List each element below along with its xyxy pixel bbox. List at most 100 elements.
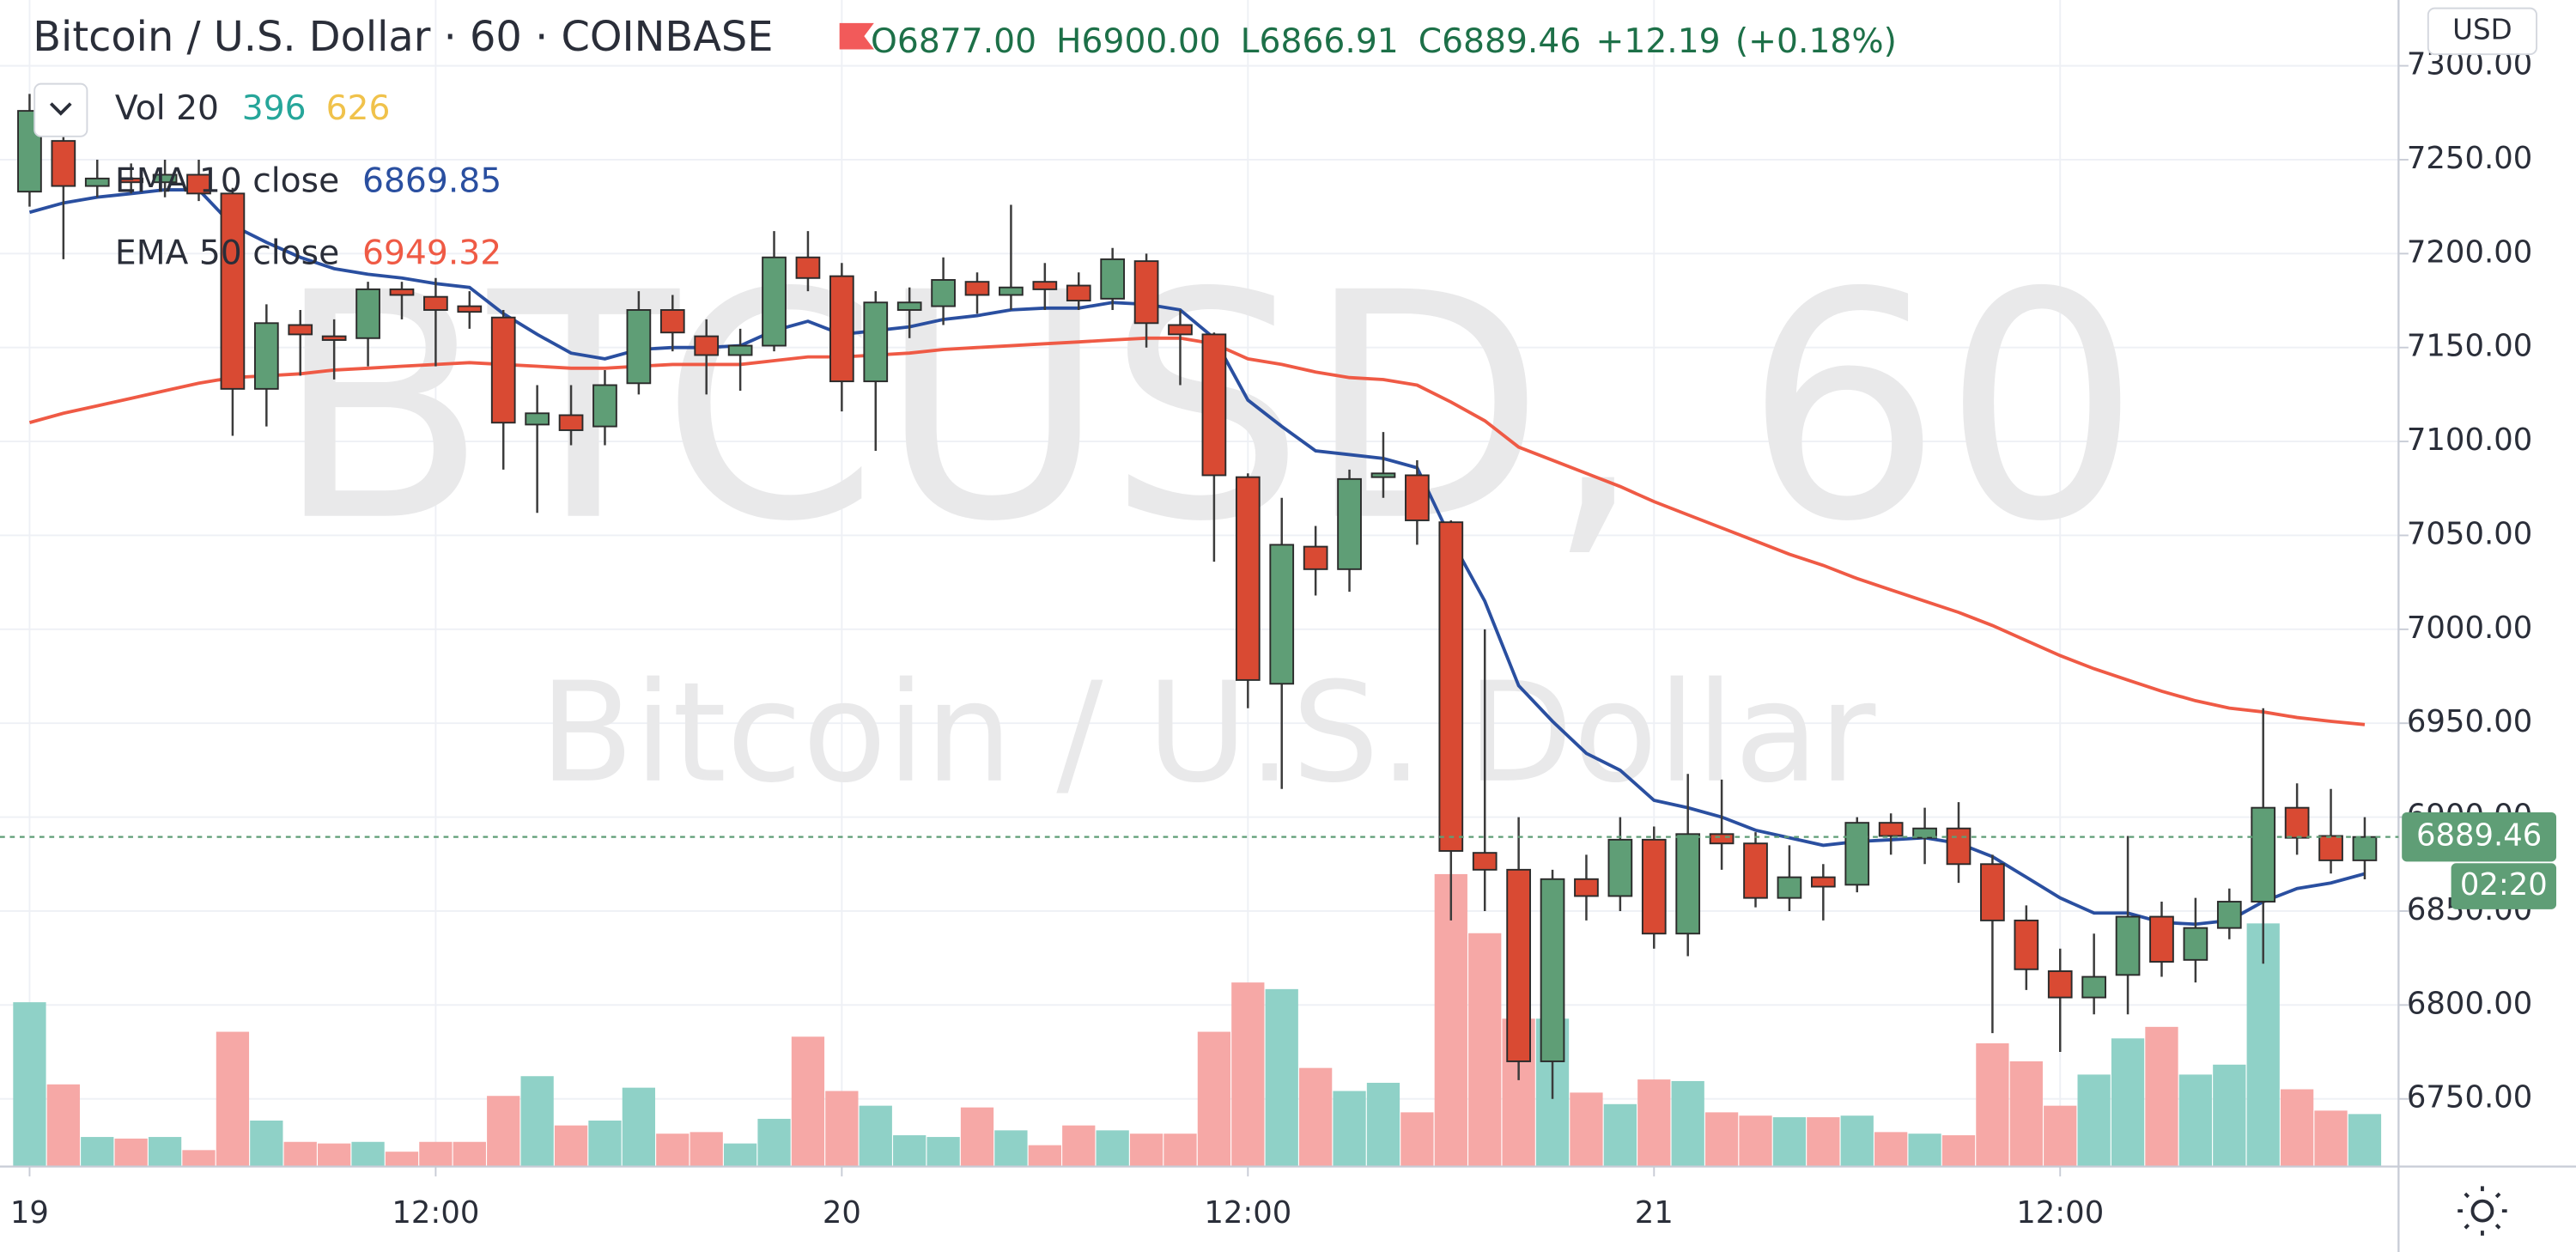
candles	[17, 94, 2378, 1099]
candle-body	[525, 412, 550, 426]
x-tick-label: 12:00	[2016, 1195, 2104, 1231]
candle-body	[1370, 472, 1396, 478]
quote-value: (+0.18%)	[1735, 21, 1897, 60]
candle-body	[2216, 901, 2242, 929]
volume-bar	[1976, 1042, 2009, 1167]
currency-button[interactable]	[2427, 7, 2538, 56]
price-tag-label: 6889.46	[2416, 818, 2542, 854]
x-tick-label: 21	[1635, 1195, 1674, 1231]
y-tick-label: 7100.00	[2407, 422, 2532, 458]
volume-bar	[1265, 988, 1298, 1167]
candle-body	[1878, 822, 1904, 837]
chevron-icon	[49, 102, 72, 116]
volume-bar	[1062, 1125, 1096, 1167]
legend-ema-name: EMA 50 close	[115, 234, 339, 272]
volume-bar	[114, 1138, 148, 1167]
candle-body	[558, 414, 584, 431]
volume-bar	[859, 1105, 892, 1167]
candle-body	[2014, 919, 2039, 970]
candle-body	[253, 322, 279, 390]
candle-body	[999, 286, 1024, 296]
grid	[0, 0, 2399, 1167]
candle-body	[423, 295, 448, 311]
volume-bar	[1366, 1082, 1400, 1167]
candle-body	[1269, 544, 1295, 685]
candle-body	[762, 256, 787, 347]
volume-bar	[1468, 933, 1502, 1167]
x-tick-label: 19	[10, 1195, 49, 1231]
quote-prefix: H	[1056, 21, 1081, 60]
volume-bar	[2111, 1038, 2145, 1167]
volume-bar	[1941, 1135, 1976, 1167]
volume-bar	[723, 1143, 757, 1167]
candle-body	[1506, 868, 1531, 1062]
candle-body	[1405, 474, 1430, 521]
y-tick-label: 7250.00	[2407, 141, 2532, 176]
volume-bar	[588, 1120, 622, 1167]
volume-bar	[2009, 1061, 2043, 1167]
volume-bar	[1299, 1067, 1333, 1167]
sun-rays	[2458, 1186, 2507, 1236]
candle-body	[1337, 477, 1362, 570]
quote-value: 6900.00	[1082, 21, 1221, 60]
candle-body	[1844, 822, 1870, 886]
y-tick-label: 6800.00	[2407, 986, 2532, 1021]
volume-bar	[2213, 1064, 2246, 1167]
legend-volume-name: Vol 20	[115, 89, 219, 128]
volume-bar	[351, 1141, 385, 1167]
quote-value: 6889.46	[1442, 21, 1581, 60]
volume-bar	[927, 1137, 960, 1167]
volume-bar	[1874, 1132, 1908, 1167]
flag-icon[interactable]	[839, 22, 874, 50]
settings-icon[interactable]	[2458, 1186, 2507, 1236]
candle-body	[490, 316, 516, 424]
y-tick-label: 7000.00	[2407, 611, 2532, 646]
candle-body	[186, 173, 211, 195]
volume-bar	[757, 1118, 791, 1167]
volume-bar	[2178, 1074, 2213, 1167]
volume-bar	[656, 1133, 690, 1167]
candle-body	[51, 140, 76, 187]
candle-body	[1675, 833, 1701, 935]
quote-prefix: O	[871, 21, 897, 60]
volume-bar	[1671, 1080, 1704, 1167]
quote-value: 6877.00	[897, 21, 1036, 60]
volume-bar	[1096, 1130, 1129, 1167]
volume-bar	[622, 1087, 656, 1167]
volume-bar	[960, 1107, 994, 1167]
volume-bar	[2077, 1074, 2111, 1167]
volume-bar	[2314, 1110, 2348, 1167]
legend-ema-name: EMA 10 close	[115, 161, 339, 200]
candle-body	[1946, 827, 1971, 866]
volume-bar	[385, 1152, 419, 1167]
legend-ema-50: EMA 50 close 6949.32	[115, 234, 501, 272]
candle-body	[1810, 876, 1836, 888]
volume-bar	[1231, 982, 1265, 1167]
volume-bar	[1197, 1031, 1231, 1167]
candle-body	[389, 288, 415, 296]
ema-line	[28, 336, 2366, 726]
volume-bar	[182, 1150, 216, 1167]
candle-body	[2115, 915, 2141, 976]
legend-toggle[interactable]	[33, 82, 88, 137]
legend-ema-value: 6949.32	[362, 234, 501, 272]
candle-body	[321, 335, 347, 341]
quote-value: +12.19	[1596, 21, 1721, 60]
candle-body	[84, 177, 110, 187]
volume-bar	[1908, 1133, 1941, 1167]
candle-body	[829, 275, 854, 383]
volume-bar	[46, 1084, 80, 1167]
volume-bar	[2280, 1089, 2314, 1167]
candle-body	[152, 173, 178, 184]
candle-body	[1201, 333, 1227, 477]
countdown-tag	[2451, 863, 2557, 909]
quote-prefix: C	[1419, 21, 1442, 60]
candle-body	[118, 177, 144, 184]
price-tag	[2402, 811, 2557, 862]
candle-body	[2251, 806, 2276, 903]
candle-body	[2352, 836, 2378, 861]
volume-bar	[487, 1096, 520, 1167]
volume-bar	[1400, 1112, 1434, 1167]
volume-bar	[554, 1125, 588, 1167]
